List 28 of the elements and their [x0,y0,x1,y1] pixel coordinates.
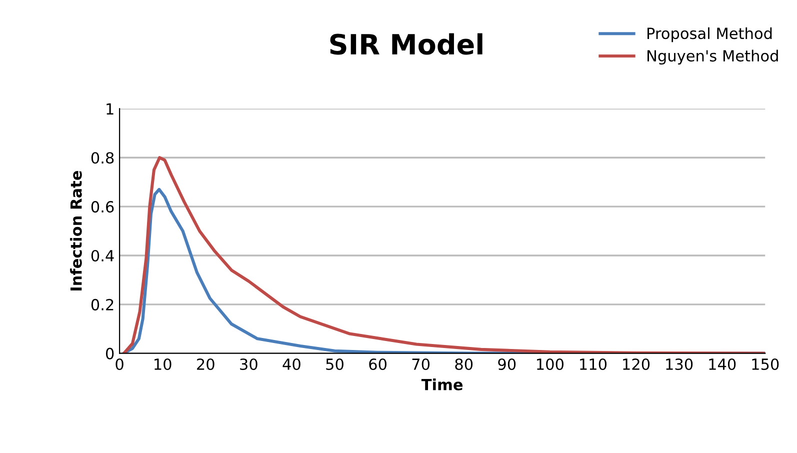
x-axis-title: Time [421,378,463,390]
x-tick-label: 140 [709,358,736,370]
line-series [122,156,766,354]
legend-label: Proposal Method [648,27,772,42]
x-tick-label: 130 [666,358,693,370]
x-tick-label: 120 [623,358,650,370]
y-tick-label: 0.2 [91,298,114,310]
x-tick-label: 110 [580,358,607,370]
x-tick-label: 80 [455,358,473,370]
x-tick-label: 50 [326,358,344,370]
y-tick-label: 0 [106,348,114,360]
x-tick-label: 150 [752,358,779,370]
y-axis-title: Infection Rate [70,170,82,290]
x-tick-label: 10 [154,358,172,370]
legend-label: Nguyen's Method [648,50,778,65]
y-tick-label: 0.8 [91,152,114,164]
x-tick-label: 40 [282,358,300,370]
chart-title: SIR Model [330,33,482,55]
x-tick-label: 0 [116,358,124,370]
x-tick-label: 60 [369,358,386,370]
x-tick-label: 20 [197,358,214,370]
x-tick-label: 70 [412,358,430,370]
x-tick-label: 100 [537,358,564,370]
y-tick-label: 0.6 [91,201,114,213]
x-tick-label: 90 [498,358,516,370]
x-tick-label: 30 [240,358,258,370]
y-tick-label: 0.4 [91,250,114,262]
y-tick-label: 1 [106,103,114,115]
